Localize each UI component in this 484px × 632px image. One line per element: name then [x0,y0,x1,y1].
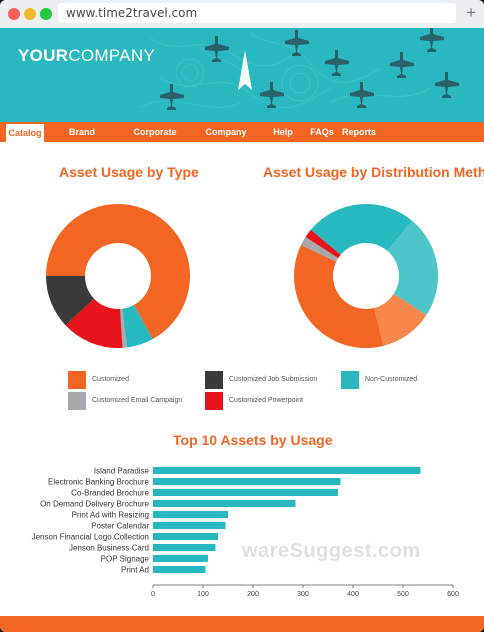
watermark-text: wareSuggest.com [242,540,421,562]
x-axis-tick-label: 300 [297,591,309,598]
bar[interactable] [153,478,341,485]
close-window-button[interactable] [8,8,20,20]
bar[interactable] [153,511,228,518]
legend-swatch [341,371,359,389]
bar[interactable] [153,555,208,562]
legend-swatch [205,392,223,410]
bar[interactable] [153,500,296,507]
legend-swatch [68,371,86,389]
pie-slice-1[interactable] [122,304,153,348]
legend-label: Customized Job Submission [229,376,318,383]
legend-label: Customized Email Campaign [92,397,183,404]
hero-map-pattern [139,28,459,110]
bar-category-label: Print Ad [121,566,149,575]
bar-category-label: Jenson Financial Logo Collection [32,533,149,542]
distribution-chart-title: Asset Usage by Distribution Method [263,164,484,180]
legend-label: Non-Customized [365,376,418,383]
pie-slice-0[interactable] [46,204,190,340]
legend-swatch [205,371,223,389]
bar[interactable] [153,544,216,551]
x-axis-tick-label: 500 [397,591,409,598]
maximize-window-button[interactable] [40,8,52,20]
bar[interactable] [153,566,206,573]
top-assets-bar-chart: Island Paradise Electronic Banking Brochu… [32,467,459,599]
x-axis-tick-label: 100 [197,591,209,598]
minimize-window-button[interactable] [24,8,36,20]
type-chart-title: Asset Usage by Type [59,164,199,180]
bar-category-label: Electronic Banking Brochure [48,478,149,487]
bar[interactable] [153,533,218,540]
new-tab-icon[interactable]: + [466,3,476,22]
bar-category-label: On Demand Delivery Brochure [40,500,149,509]
pie-slice-4[interactable] [305,229,341,259]
bar-category-label: Poster Calendar [91,522,149,531]
bar-category-label: Print Ad with Resizing [72,511,149,520]
nav-corporate-sponsor[interactable]: Corporate Sponsor [133,127,177,157]
pie-slice-1[interactable] [373,293,427,346]
bar[interactable] [153,489,338,496]
bar-chart-title: Top 10 Assets by Usage [173,432,333,448]
pie-slice-2[interactable] [120,308,128,348]
nav-brand-guidelines[interactable]: Brand Guidelines [58,127,105,157]
pie-slice-0[interactable] [387,220,438,316]
main-nav: Catalog Brand Guidelines Corporate Spons… [0,122,484,157]
legend-label: Customized Powerpoint [229,397,303,404]
x-axis-tick-label: 200 [247,591,259,598]
x-axis-tick-label: 0 [151,591,155,598]
nav-catalog[interactable]: Catalog [6,124,44,142]
bar[interactable] [153,467,421,474]
legend-label: Customized [92,376,129,383]
pie-slice-2[interactable] [294,244,384,348]
address-bar[interactable]: www.time2travel.com [58,3,456,23]
pie-slice-3[interactable] [301,236,339,262]
nav-company-news[interactable]: Company News [205,127,247,157]
bar[interactable] [153,522,226,529]
bar-category-label: Co-Branded Brochure [71,489,149,498]
x-axis-tick-label: 400 [347,591,359,598]
browser-chrome: www.time2travel.com + [0,0,484,29]
pie-slice-4[interactable] [46,276,94,326]
legend-swatch [68,392,86,410]
asset-usage-by-distribution-chart [294,204,438,348]
footer-bar [0,616,484,632]
bar-category-label: Jenson Business Card [69,544,149,553]
nav-help-desk[interactable]: Help Desk [272,127,294,157]
x-axis-tick-label: 600 [447,591,459,598]
bar-category-label: Island Paradise [94,467,150,476]
pie-slice-3[interactable] [65,298,123,348]
bar-category-label: POP Signage [101,555,150,564]
nav-reports[interactable]: Reports [341,127,376,137]
pie-slice-5[interactable] [310,204,413,255]
nav-faqs[interactable]: FAQs [310,127,334,137]
hero-banner: YOURCOMPANY [0,28,484,122]
asset-usage-by-type-chart [46,204,190,348]
company-logo[interactable]: YOURCOMPANY [18,46,156,65]
